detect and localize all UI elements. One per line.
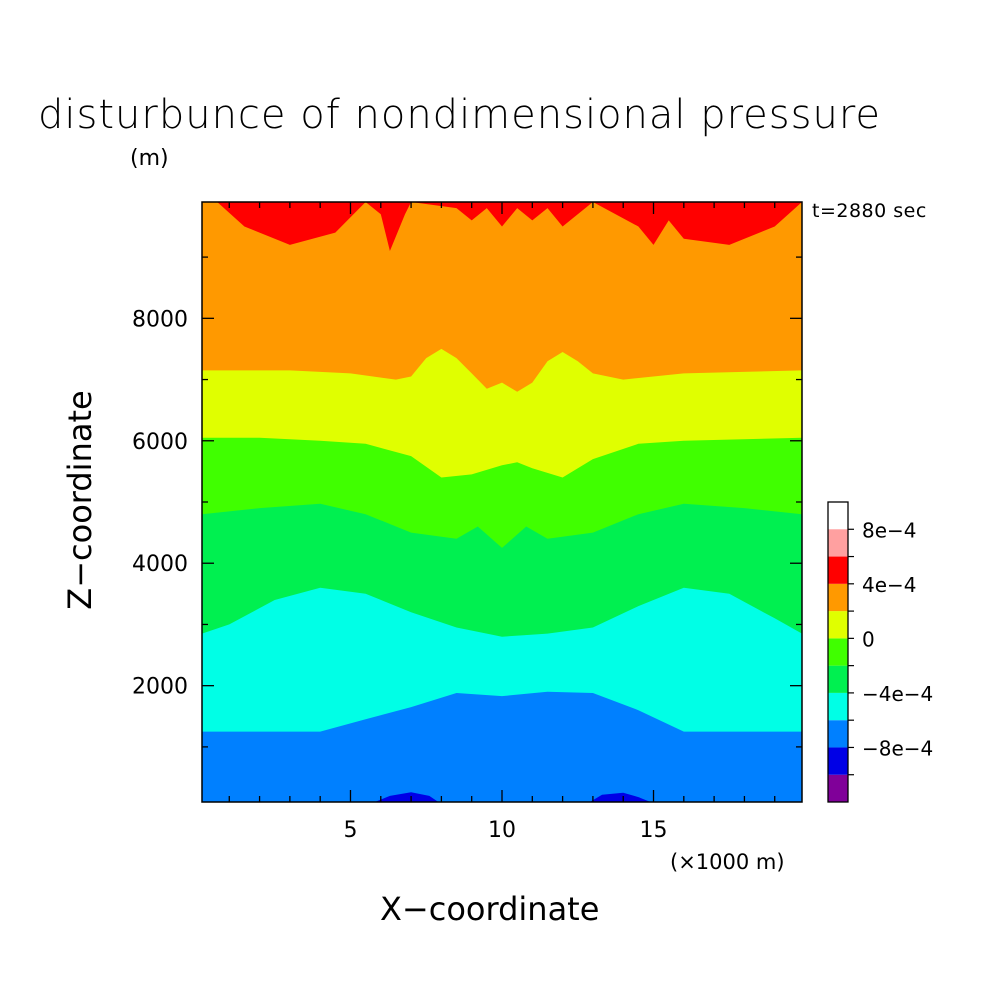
- x-tick-label: 15: [640, 818, 668, 843]
- colorbar-swatch: [828, 529, 848, 557]
- y-axis-unit: (m): [130, 146, 169, 171]
- colorbar-swatch: [828, 720, 848, 748]
- colorbar-label: 8e−4: [862, 518, 917, 542]
- x-tick-label: 10: [488, 818, 516, 843]
- x-tick-label: 5: [343, 818, 357, 843]
- colorbar-swatch: [828, 583, 848, 612]
- colorbar-swatch: [828, 747, 848, 775]
- y-tick-label: 6000: [132, 430, 188, 455]
- y-tick-label: 2000: [132, 675, 188, 700]
- colorbar-label: 4e−4: [862, 573, 917, 597]
- colorbar-label: 0: [862, 627, 875, 651]
- colorbar-swatch: [828, 665, 848, 693]
- contour-band-6: [202, 202, 802, 392]
- y-tick-label: 4000: [132, 552, 188, 577]
- colorbar-label: −8e−4: [862, 736, 933, 760]
- colorbar-swatch: [828, 638, 848, 666]
- colorbar-swatch: [828, 692, 848, 721]
- colorbar-label: −4e−4: [862, 682, 933, 706]
- contour-band-7: [202, 202, 802, 251]
- x-axis-label: X−coordinate: [380, 890, 600, 928]
- contour-pocket-1: [374, 792, 439, 802]
- colorbar-swatch: [828, 774, 848, 802]
- chart-title: disturbunce of nondimensional pressure: [38, 92, 881, 138]
- colorbar-swatch: [828, 556, 848, 584]
- colorbar-swatch: [828, 611, 848, 639]
- contour-pocket-2: [589, 792, 651, 802]
- time-annotation: t=2880 sec: [812, 200, 927, 222]
- y-tick-label: 8000: [132, 307, 188, 332]
- colorbar-frame: [827, 501, 849, 803]
- x-axis-unit: (×1000 m): [670, 850, 785, 874]
